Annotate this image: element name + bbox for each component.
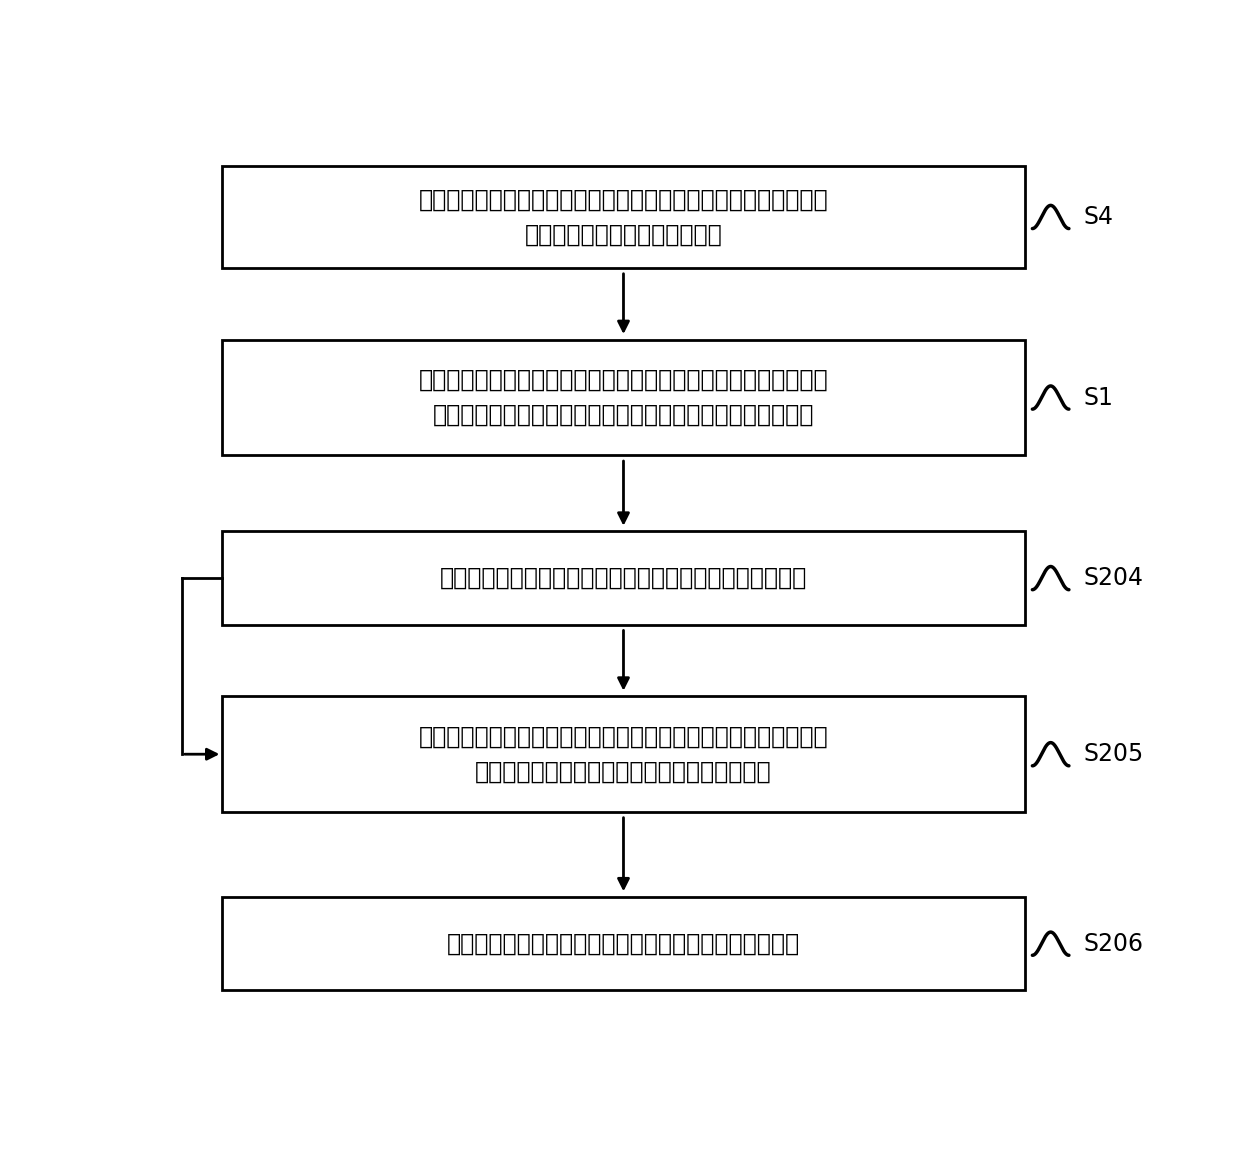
Text: 接收基站发送的第二配置信息，其中，所述第二配置信息用于指示
所述用户设备是否开启预设功能: 接收基站发送的第二配置信息，其中，所述第二配置信息用于指示 所述用户设备是否开启… bbox=[419, 188, 828, 247]
Text: 若所述用户设备未开启所述预设功能，执行所述其他操作: 若所述用户设备未开启所述预设功能，执行所述其他操作 bbox=[446, 932, 800, 955]
FancyBboxPatch shape bbox=[222, 897, 1024, 990]
FancyBboxPatch shape bbox=[222, 532, 1024, 625]
Text: S1: S1 bbox=[1084, 386, 1114, 410]
Text: 若确定存在重叠，确定所述用户设备是否开启所述预设功能: 若确定存在重叠，确定所述用户设备是否开启所述预设功能 bbox=[440, 566, 807, 591]
FancyBboxPatch shape bbox=[222, 339, 1024, 455]
Text: S4: S4 bbox=[1084, 205, 1114, 229]
Text: S206: S206 bbox=[1084, 932, 1143, 955]
FancyBboxPatch shape bbox=[222, 696, 1024, 812]
Text: S204: S204 bbox=[1084, 566, 1143, 591]
Text: 确定所述用户设备通过物理上行控制信道传输第一逻辑信道对应的
调度请求，与所述用户设备的其他操作在时域上是否存在重叠: 确定所述用户设备通过物理上行控制信道传输第一逻辑信道对应的 调度请求，与所述用户… bbox=[419, 368, 828, 427]
FancyBboxPatch shape bbox=[222, 166, 1024, 269]
Text: S205: S205 bbox=[1084, 742, 1143, 767]
Text: 若所述用户设备开启所述预设功能，停止所述其他操作，通过物理
上行控制信道传输第一逻辑信道对应的调度请求: 若所述用户设备开启所述预设功能，停止所述其他操作，通过物理 上行控制信道传输第一… bbox=[419, 725, 828, 784]
